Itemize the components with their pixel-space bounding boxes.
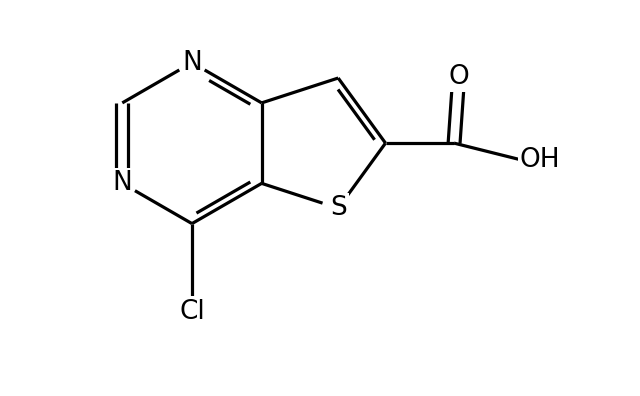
- Text: N: N: [182, 50, 202, 76]
- Text: OH: OH: [520, 147, 561, 173]
- Text: N: N: [113, 170, 132, 196]
- Text: O: O: [448, 64, 469, 90]
- Text: Cl: Cl: [179, 299, 205, 325]
- Text: S: S: [330, 195, 347, 221]
